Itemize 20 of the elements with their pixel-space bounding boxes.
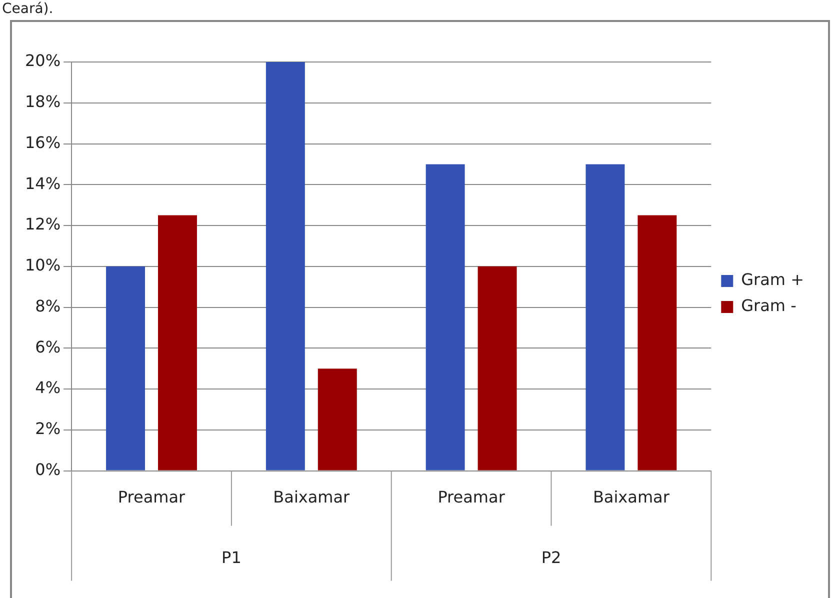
y-tick-label: 4% bbox=[35, 378, 61, 398]
x-tick-label: Baixamar bbox=[592, 488, 670, 507]
y-tick-label: 12% bbox=[25, 214, 61, 234]
x-tick-label: Baixamar bbox=[273, 488, 350, 507]
y-tick-label: 0% bbox=[35, 460, 61, 479]
y-tick-label: 18% bbox=[25, 92, 61, 112]
legend-label: Gram - bbox=[741, 296, 796, 316]
y-tick-label: 10% bbox=[25, 256, 61, 275]
x-tick-label: Preamar bbox=[118, 488, 186, 507]
y-tick-label: 16% bbox=[25, 132, 61, 152]
y-tick-label: 2% bbox=[35, 419, 61, 438]
text: Ceará). bbox=[2, 0, 54, 18]
legend-label: Gram + bbox=[741, 270, 804, 290]
text: P2 bbox=[541, 548, 562, 567]
y-tick-label: 6% bbox=[35, 337, 61, 356]
y-tick-label: 8% bbox=[35, 296, 61, 316]
text: P1 bbox=[222, 548, 242, 567]
y-tick-label: 20% bbox=[25, 51, 61, 70]
y-tick-label: 14% bbox=[25, 174, 61, 193]
x-tick-label: Preamar bbox=[438, 488, 506, 507]
